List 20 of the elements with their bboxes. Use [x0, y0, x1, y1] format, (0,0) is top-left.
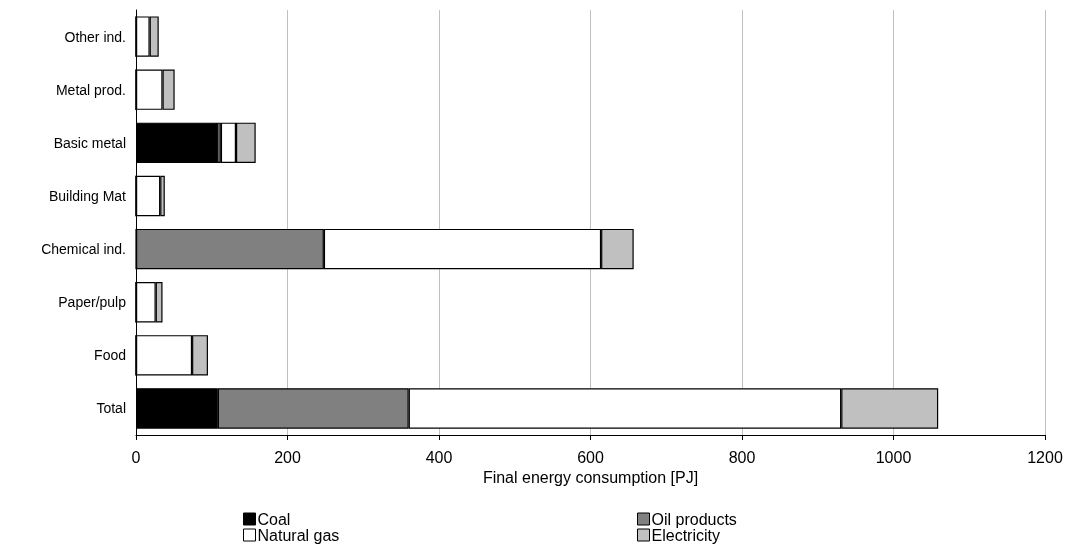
- y-tick-label: Paper/pulp: [58, 294, 127, 311]
- y-tick-label: Chemical ind.: [41, 241, 126, 258]
- y-tick-label: Total: [96, 400, 126, 417]
- y-tick-label: Building Mat: [48, 187, 127, 204]
- legend-label: Natural gas: [257, 526, 340, 544]
- x-tick-label: 800: [728, 448, 756, 466]
- y-tick-label: Metal prod.: [55, 81, 126, 98]
- x-axis-title: Final energy consumption [PJ]: [482, 469, 699, 487]
- legend-label: Coal: [257, 510, 291, 528]
- x-tick-label: 600: [577, 448, 604, 466]
- x-tick-label: 200: [274, 448, 301, 466]
- x-tick-label: 0: [131, 448, 141, 466]
- y-tick-label: Basic metal: [53, 134, 126, 151]
- x-tick-label: 1000: [875, 448, 912, 466]
- x-tick-label: 1200: [1027, 448, 1063, 466]
- legend-label: Oil products: [651, 510, 737, 528]
- legend-label: Electricity: [651, 526, 720, 544]
- x-tick-label: 400: [425, 448, 453, 466]
- y-tick-label: Other ind.: [64, 28, 126, 45]
- y-tick-label: Food: [94, 347, 126, 364]
